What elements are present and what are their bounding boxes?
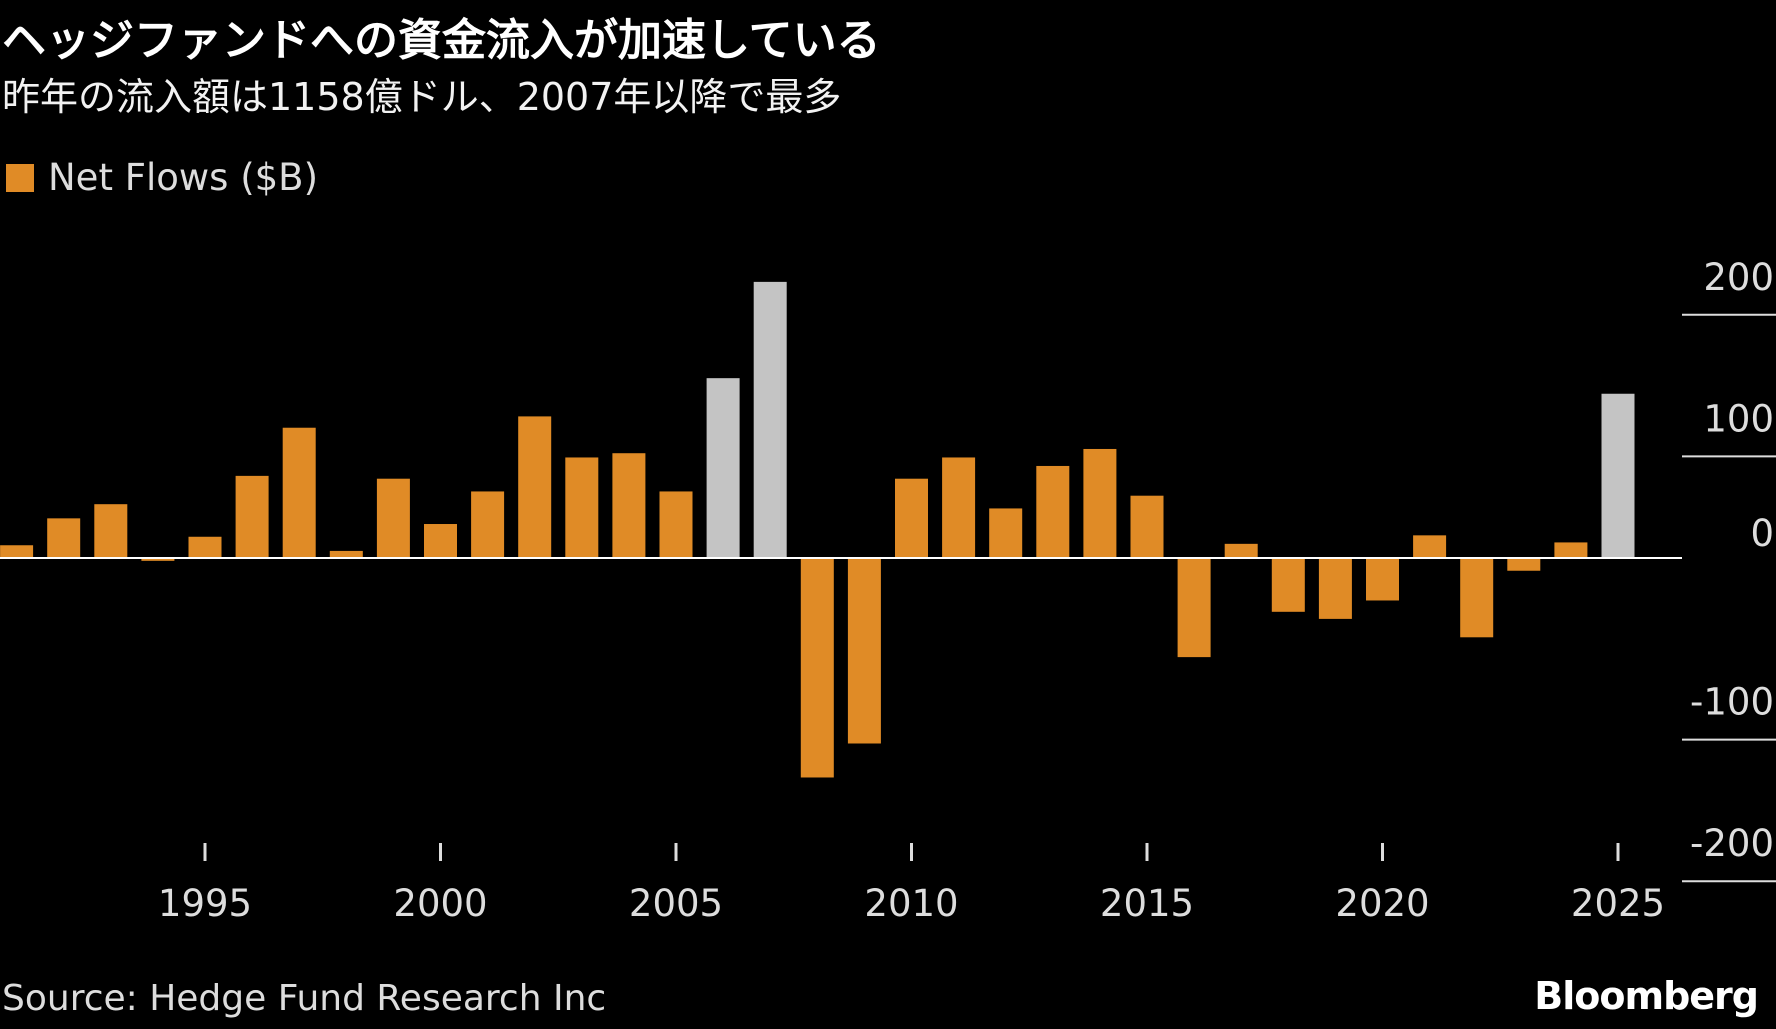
bar-1992 (47, 518, 81, 558)
x-tick-label: 2020 (1335, 882, 1429, 925)
bar-2003 (565, 457, 599, 558)
bar-2022 (1460, 558, 1494, 638)
bar-1997 (282, 427, 316, 558)
source-note: Source: Hedge Fund Research Inc (2, 978, 607, 1019)
bar-1994 (141, 558, 175, 561)
bar-2011 (942, 457, 976, 558)
bar-2018 (1271, 558, 1305, 612)
bar-2007 (753, 281, 787, 558)
bar-2016 (1177, 558, 1211, 658)
bar-2014 (1083, 448, 1117, 558)
y-tick-label: 0 (1750, 512, 1774, 555)
y-tick-label: 100 (1703, 397, 1774, 440)
x-tick-label: 2000 (393, 882, 487, 925)
x-tick-label: 1995 (158, 882, 252, 925)
bar-2004 (612, 453, 646, 558)
legend-swatch (6, 163, 34, 192)
bar-2006 (706, 378, 740, 558)
chart-subtitle: 昨年の流入額は1158億ドル、2007年以降で最多 (2, 75, 842, 119)
bar-2015 (1130, 495, 1164, 558)
x-tick-label: 2010 (864, 882, 958, 925)
bar-2020 (1366, 558, 1399, 601)
bar-2000 (424, 524, 457, 558)
bar-1998 (329, 550, 363, 558)
bar-2017 (1224, 543, 1258, 558)
legend-label: Net Flows ($B) (48, 156, 319, 199)
bar-2009 (847, 558, 881, 744)
bar-2019 (1318, 558, 1352, 619)
y-tick-label: -100 (1690, 681, 1774, 724)
bar-2021 (1413, 535, 1447, 558)
bar-2008 (800, 558, 834, 778)
bar-1999 (376, 478, 410, 558)
x-tick-label: 2005 (629, 882, 723, 925)
bar-1996 (235, 475, 269, 558)
bar-2010 (895, 478, 928, 558)
bar-2005 (659, 491, 693, 558)
y-tick-label: 200 (1703, 256, 1774, 299)
bar-1995 (188, 536, 222, 558)
bar-2001 (471, 491, 505, 558)
bar-2012 (989, 508, 1023, 558)
x-tick-label: 2025 (1571, 882, 1665, 925)
bloomberg-logo: Bloomberg (1534, 974, 1759, 1018)
chart-title: ヘッジファンドへの資金流入が加速している (2, 15, 881, 66)
bar-2025 (1601, 393, 1635, 558)
bar-2024 (1554, 542, 1588, 558)
x-tick-label: 2015 (1100, 882, 1194, 925)
bar-1991 (0, 545, 34, 558)
bar-2013 (1036, 465, 1070, 558)
bar-2023 (1507, 558, 1541, 571)
legend: Net Flows ($B) (6, 156, 318, 199)
y-tick-label: -200 (1690, 822, 1774, 865)
bar-2002 (518, 416, 552, 558)
bar-1993 (94, 504, 128, 558)
